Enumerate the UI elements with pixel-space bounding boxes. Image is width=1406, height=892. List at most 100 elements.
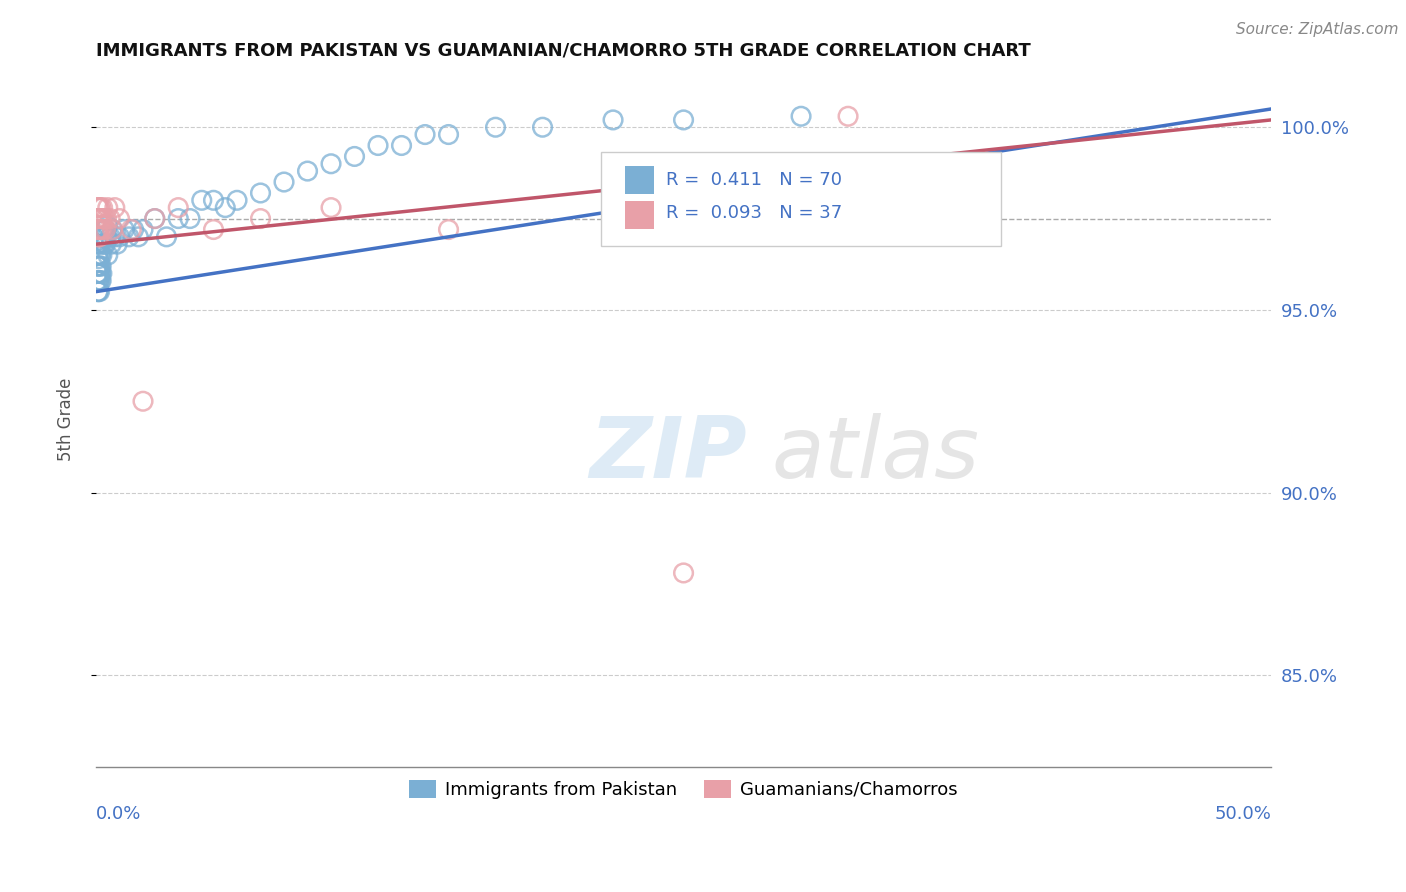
Point — [319, 201, 342, 215]
Point — [86, 259, 108, 273]
Point — [86, 211, 108, 226]
Point — [104, 201, 127, 215]
Point — [96, 230, 118, 244]
Point — [89, 266, 111, 280]
Point — [94, 222, 117, 236]
Point — [367, 138, 389, 153]
Point — [91, 222, 114, 236]
Point — [87, 259, 110, 273]
Point — [120, 222, 142, 236]
Point — [87, 222, 110, 236]
Point — [90, 274, 112, 288]
Point — [90, 211, 112, 226]
Point — [90, 201, 112, 215]
Point — [101, 222, 124, 236]
Text: atlas: atlas — [772, 413, 980, 496]
Point — [143, 211, 166, 226]
Point — [94, 237, 117, 252]
Point — [97, 219, 120, 233]
Point — [87, 201, 110, 215]
Point — [155, 230, 177, 244]
Point — [89, 259, 111, 273]
Point — [132, 222, 155, 236]
Point — [104, 230, 127, 244]
Point — [118, 230, 141, 244]
Bar — [624, 201, 654, 228]
Point — [319, 157, 342, 171]
Point — [191, 194, 214, 208]
Point — [89, 248, 111, 262]
Point — [112, 222, 135, 236]
Y-axis label: 5th Grade: 5th Grade — [58, 378, 75, 461]
Point — [87, 222, 110, 236]
Point — [89, 211, 111, 226]
Point — [97, 248, 120, 262]
Point — [437, 128, 460, 142]
Point — [89, 230, 111, 244]
Point — [91, 201, 114, 215]
Text: 0.0%: 0.0% — [96, 805, 142, 823]
Point — [94, 222, 117, 236]
Point — [672, 112, 695, 127]
Point — [90, 222, 112, 236]
Point — [90, 266, 112, 280]
Point — [86, 201, 108, 215]
Point — [87, 266, 110, 280]
Point — [90, 248, 112, 262]
Point — [87, 285, 110, 299]
Point — [127, 230, 149, 244]
Point — [87, 266, 110, 280]
FancyBboxPatch shape — [602, 153, 1001, 246]
Point — [391, 138, 413, 153]
Point — [98, 211, 121, 226]
Point — [790, 109, 813, 123]
Point — [108, 211, 131, 226]
Point — [87, 285, 110, 299]
Point — [94, 237, 117, 252]
Point — [167, 201, 190, 215]
Point — [87, 274, 110, 288]
Point — [93, 211, 115, 226]
Point — [101, 222, 124, 236]
Point — [89, 274, 111, 288]
Point — [226, 194, 249, 208]
Point — [249, 211, 271, 226]
Point — [343, 149, 366, 163]
Point — [413, 128, 436, 142]
Point — [297, 164, 319, 178]
Point — [179, 211, 201, 226]
Point — [93, 230, 115, 244]
Point — [90, 259, 112, 273]
Point — [87, 274, 110, 288]
Point — [437, 222, 460, 236]
Point — [96, 211, 118, 226]
Point — [86, 237, 108, 252]
Text: R =  0.411   N = 70: R = 0.411 N = 70 — [666, 171, 842, 189]
Point — [105, 237, 128, 252]
Point — [86, 274, 108, 288]
Text: 50.0%: 50.0% — [1215, 805, 1271, 823]
Point — [202, 222, 225, 236]
Point — [100, 237, 122, 252]
Point — [89, 201, 111, 215]
Point — [87, 259, 110, 273]
Point — [87, 237, 110, 252]
Point — [90, 237, 112, 252]
Point — [89, 222, 111, 236]
Point — [273, 175, 295, 189]
Legend: Immigrants from Pakistan, Guamanians/Chamorros: Immigrants from Pakistan, Guamanians/Cha… — [402, 772, 966, 806]
Point — [122, 222, 145, 236]
Point — [86, 222, 108, 236]
Point — [202, 194, 225, 208]
Point — [86, 248, 108, 262]
Point — [132, 394, 155, 409]
Bar — [624, 166, 654, 194]
Point — [249, 186, 271, 200]
Point — [86, 266, 108, 280]
Point — [87, 211, 110, 226]
Point — [143, 211, 166, 226]
Point — [672, 566, 695, 580]
Point — [602, 112, 624, 127]
Point — [91, 222, 114, 236]
Point — [108, 230, 131, 244]
